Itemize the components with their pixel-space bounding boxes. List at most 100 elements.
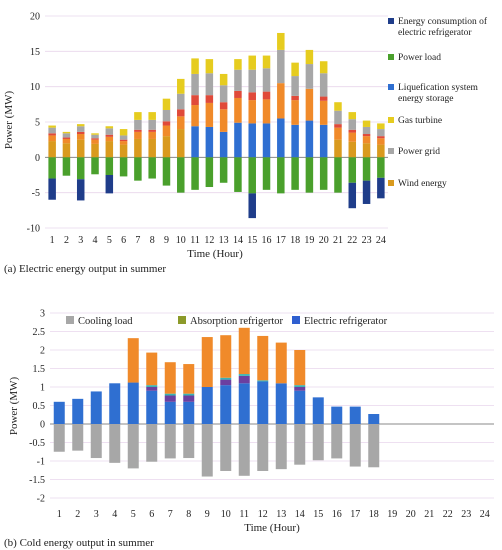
bar-segment: [377, 138, 385, 145]
bar-segment: [220, 424, 232, 471]
bars: [53, 327, 380, 477]
y-tick-label: 0: [40, 420, 45, 431]
bar-segment: [164, 362, 176, 394]
bar-segment: [146, 385, 158, 387]
x-tick-label: 8: [186, 509, 191, 520]
x-tick-label: 4: [93, 235, 98, 246]
bar-segment: [119, 141, 128, 145]
bar-segment: [238, 424, 250, 476]
bar-segment: [191, 157, 199, 190]
bar-segment: [205, 157, 214, 188]
bar-segment: [105, 175, 114, 194]
x-tick-label: 7: [168, 509, 173, 520]
x-tick-label: 10: [221, 509, 231, 520]
legend-swatch: [388, 180, 394, 186]
bar-segment: [146, 424, 158, 462]
bar-segment: [305, 64, 314, 89]
bar-segment: [312, 424, 324, 461]
bar-segment: [134, 138, 142, 158]
bar-segment: [127, 382, 139, 424]
bar-segment: [334, 127, 342, 140]
bar-segment: [48, 157, 56, 179]
y-tick-label: 10: [30, 82, 40, 93]
bar-segment: [275, 424, 287, 470]
bar-segment: [201, 387, 213, 424]
bar-segment: [162, 121, 171, 126]
bar-segment: [275, 342, 287, 384]
bar-segment: [334, 157, 342, 193]
bar-segment: [91, 143, 99, 158]
bar-segment: [319, 100, 328, 125]
bar-segment: [148, 157, 156, 179]
y-tick-label: -1.5: [29, 475, 45, 486]
bar-segment: [305, 120, 314, 158]
bar-segment: [191, 58, 199, 74]
bar-segment: [220, 379, 232, 386]
bar-segment: [291, 95, 299, 101]
y-tick-label: 2.5: [33, 327, 46, 338]
bar-segment: [162, 136, 171, 158]
bar-segment: [238, 374, 250, 376]
x-tick-label: 24: [376, 235, 386, 246]
y-tick-label: -5: [32, 188, 40, 199]
legend-label: Liquefication system: [398, 82, 479, 93]
x-tick-label: 8: [150, 235, 155, 246]
legend-label: Absorption refrigertor: [190, 316, 284, 327]
x-tick-label: 21: [333, 235, 343, 246]
x-axis-label: Time (Hour): [244, 522, 300, 534]
bar-segment: [219, 102, 228, 110]
bar-segment: [262, 123, 271, 158]
bar-segment: [319, 157, 328, 190]
legend-label: electric refrigerator: [398, 27, 472, 38]
bar-segment: [76, 124, 85, 127]
bar-segment: [76, 131, 85, 135]
bar-segment: [134, 119, 142, 130]
bar-segment: [164, 395, 176, 402]
bar-segment: [105, 157, 114, 175]
bar-segment: [234, 97, 242, 123]
bar-segment: [377, 157, 385, 178]
grid-lines: [50, 312, 494, 499]
bar-segment: [127, 338, 139, 383]
bar-segment: [334, 124, 342, 128]
y-tick-label: 0.5: [33, 401, 46, 412]
y-tick-label: 20: [30, 12, 40, 23]
bar-segment: [76, 126, 85, 132]
grid-lines: [45, 15, 388, 229]
bar-segment: [348, 157, 357, 183]
y-tick-label: 2: [40, 346, 45, 357]
bar-segment: [348, 129, 357, 133]
bar-segment: [76, 179, 85, 201]
bar-segment: [148, 129, 156, 132]
bar-segment: [291, 100, 299, 125]
bar-segment: [305, 157, 314, 193]
legend-label: Energy consumption of: [398, 16, 488, 27]
y-tick-labels: -2 -1.5 -1 -0.5 0 0.5 1 1.5 2 2.5 3: [29, 309, 45, 505]
bar-segment: [162, 125, 171, 137]
x-tick-label: 12: [258, 509, 268, 520]
bar-segment: [248, 157, 256, 194]
x-tick-label: 23: [362, 235, 372, 246]
bar-segment: [183, 401, 195, 424]
bar-segment: [257, 424, 269, 471]
bar-segment: [362, 126, 371, 135]
bar-segment: [146, 352, 158, 386]
bar-segment: [91, 157, 99, 175]
bar-segment: [291, 62, 299, 77]
legend-swatch: [388, 117, 394, 123]
x-tick-label: 16: [332, 509, 342, 520]
bar-segment: [119, 129, 128, 136]
bar-segment: [331, 424, 343, 459]
bar-segment: [91, 134, 99, 139]
bar-segment: [277, 32, 285, 50]
x-tick-label: 11: [190, 235, 200, 246]
bar-segment: [277, 49, 285, 84]
bar-segment: [348, 119, 357, 130]
x-tick-label: 12: [204, 235, 214, 246]
legend-swatch: [66, 316, 74, 324]
x-tick-label: 15: [313, 509, 323, 520]
bar-segment: [305, 88, 314, 121]
bar-segment: [105, 136, 114, 142]
bar-segment: [362, 180, 371, 204]
